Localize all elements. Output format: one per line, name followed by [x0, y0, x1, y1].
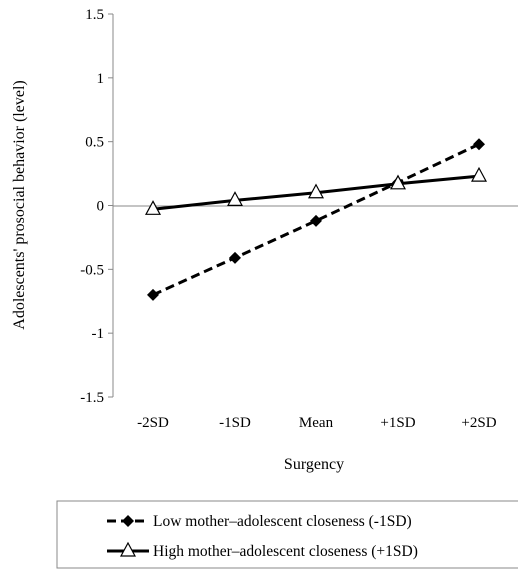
data-point-high-closeness [226, 191, 244, 206]
x-tick-label: -1SD [219, 415, 251, 431]
legend-item-low-closeness: Low mother–adolescent closeness (-1SD) [107, 513, 412, 530]
data-point-low-closeness [473, 138, 485, 151]
data-point-high-closeness [144, 200, 162, 215]
x-tick-label: -2SD [137, 415, 169, 431]
y-tick-label: -1 [92, 326, 105, 342]
x-tick-label: +2SD [461, 415, 496, 431]
x-axis-tick-labels: -2SD -1SD Mean +1SD +2SD [137, 415, 497, 431]
data-point-high-closeness [389, 174, 407, 190]
legend-label-low-closeness: Low mother–adolescent closeness (-1SD) [153, 513, 412, 530]
y-axis-title: Adolescents' prosocial behavior (level) [11, 80, 28, 329]
data-point-low-closeness [229, 251, 241, 264]
legend-label-high-closeness: High mother–adolescent closeness (+1SD) [153, 543, 418, 560]
legend-triangle-marker [119, 541, 137, 557]
y-tick-label: -0.5 [80, 262, 104, 278]
y-tick-label: -1.5 [80, 390, 104, 406]
legend-item-high-closeness: High mother–adolescent closeness (+1SD) [107, 541, 418, 560]
y-tick-label: 1 [97, 71, 105, 87]
data-point-high-closeness [307, 183, 325, 199]
plot-area: 1.5 1 0.5 0 -0.5 -1 -1.5 -2SD -1SD Mean +1SD +2SD [80, 7, 518, 431]
data-point-high-closeness [470, 166, 488, 182]
series-line-low-closeness [152, 142, 480, 297]
data-point-low-closeness [310, 214, 322, 227]
legend-box [56, 500, 518, 569]
series-layer [144, 138, 488, 301]
x-axis-title: Surgency [284, 456, 344, 473]
y-tick-label: 0.5 [85, 135, 104, 151]
y-axis-ticks: 1.5 1 0.5 0 -0.5 -1 -1.5 [80, 7, 113, 406]
legend-diamond-marker [122, 515, 134, 527]
data-point-low-closeness [147, 288, 159, 301]
y-tick-label: 0 [97, 199, 105, 215]
x-tick-label: +1SD [380, 415, 415, 431]
legend: Low mother–adolescent closeness (-1SD) H… [56, 500, 518, 569]
x-tick-label: Mean [299, 415, 334, 431]
y-tick-label: 1.5 [85, 7, 104, 23]
